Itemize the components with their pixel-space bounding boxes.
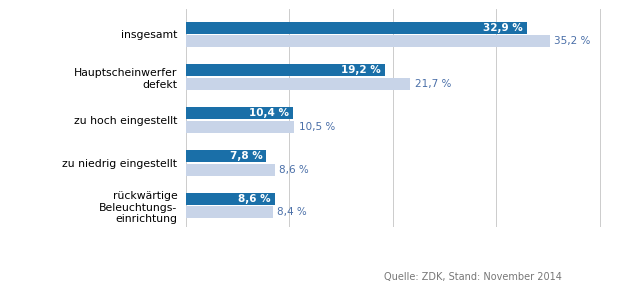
Text: 7,8 %: 7,8 %: [230, 151, 262, 161]
Bar: [186, 22, 527, 33]
Text: 8,4 %: 8,4 %: [276, 207, 307, 217]
Text: 8,6 %: 8,6 %: [238, 194, 271, 204]
Bar: [186, 35, 550, 47]
Bar: [186, 107, 293, 119]
Text: 10,4 %: 10,4 %: [249, 108, 289, 118]
Text: 35,2 %: 35,2 %: [554, 36, 591, 46]
Bar: [186, 193, 275, 205]
Text: 10,5 %: 10,5 %: [298, 122, 335, 132]
Bar: [186, 164, 275, 175]
Bar: [186, 65, 385, 77]
Text: Quelle: ZDK, Stand: November 2014: Quelle: ZDK, Stand: November 2014: [384, 272, 562, 282]
Bar: [186, 150, 266, 162]
Text: 8,6 %: 8,6 %: [279, 164, 308, 175]
Bar: [186, 206, 273, 219]
Bar: [186, 121, 294, 133]
Bar: [186, 78, 410, 90]
Text: 32,9 %: 32,9 %: [483, 23, 522, 33]
Text: 21,7 %: 21,7 %: [415, 79, 451, 89]
Text: 19,2 %: 19,2 %: [340, 65, 380, 75]
